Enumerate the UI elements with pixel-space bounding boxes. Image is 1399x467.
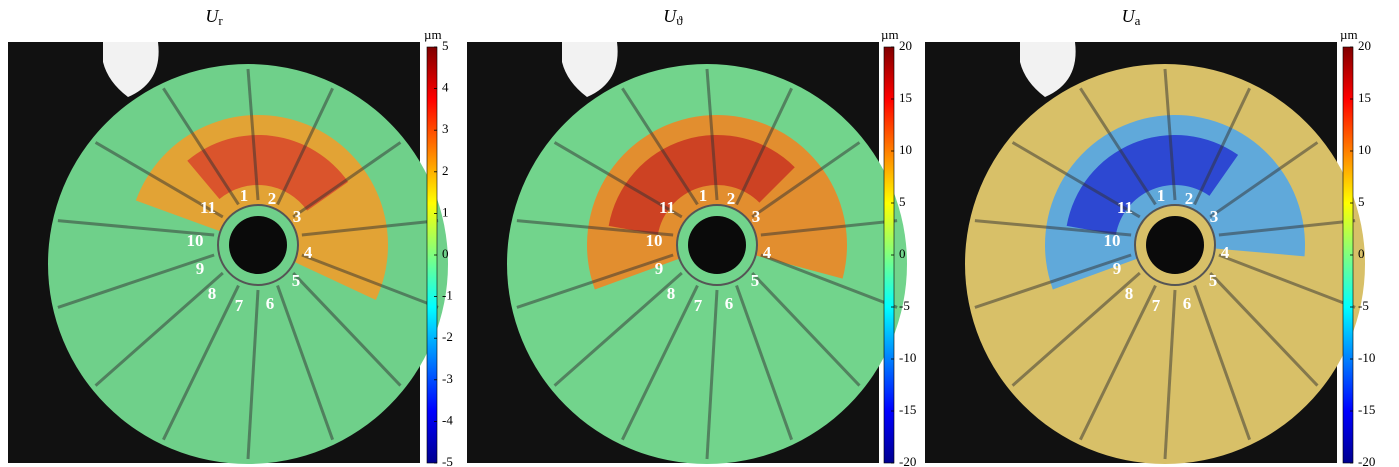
colorbar-tick-label: -15 <box>1358 402 1375 417</box>
colorbar-tick-label: 15 <box>1358 90 1371 105</box>
segment-label: 10 <box>1104 231 1121 250</box>
segment-label: 11 <box>200 198 216 217</box>
hub-hole <box>688 216 746 274</box>
colorbar-tick-label: 10 <box>899 142 912 157</box>
colorbar-tick-label: 0 <box>1358 246 1365 261</box>
title-subscript: a <box>1135 13 1141 28</box>
colorbar-unit: µm <box>424 27 442 42</box>
segment-label: 10 <box>646 231 663 250</box>
colorbar-tick-label: 4 <box>442 80 449 95</box>
colorbar-tick-label: -15 <box>899 402 916 417</box>
figure: 1234567891011Urµm543210-1-2-3-4-51234567… <box>0 0 1399 467</box>
panel-title: Ua <box>1122 6 1141 28</box>
colorbar-tick-label: -10 <box>1358 350 1375 365</box>
segment-label: 6 <box>725 294 734 313</box>
panel: 1234567891011 <box>467 42 907 464</box>
title-symbol: U <box>663 6 677 26</box>
segment-label: 3 <box>752 207 761 226</box>
colorbar-tick-label: 3 <box>442 121 449 136</box>
colorbar-tick-label: -5 <box>442 454 453 467</box>
panel-title: Uϑ <box>663 6 683 28</box>
page: 1234567891011Urµm543210-1-2-3-4-51234567… <box>0 0 1399 467</box>
colorbar-unit: µm <box>1340 27 1358 42</box>
segment-label: 8 <box>208 284 217 303</box>
title-subscript: ϑ <box>676 13 683 28</box>
colorbar-tick-label: -5 <box>899 298 910 313</box>
colorbar-tick-label: -1 <box>442 288 453 303</box>
segment-label: 7 <box>694 296 703 315</box>
colorbar-tick-label: -20 <box>899 454 916 467</box>
segment-label: 5 <box>292 271 301 290</box>
colorbar-tick-label: 20 <box>899 38 912 53</box>
segment-label: 3 <box>1210 207 1219 226</box>
segment-label: 10 <box>187 231 204 250</box>
colorbar-tick-label: 0 <box>899 246 906 261</box>
segment-label: 3 <box>293 207 302 226</box>
segment-label: 8 <box>1125 284 1134 303</box>
colorbar-tick-label: 2 <box>442 163 449 178</box>
segment-label: 4 <box>304 243 313 262</box>
colorbar-tick-label: -20 <box>1358 454 1375 467</box>
segment-label: 1 <box>240 186 249 205</box>
segment-label: 2 <box>1185 189 1194 208</box>
segment-label: 9 <box>655 259 664 278</box>
segment-label: 2 <box>268 189 277 208</box>
colorbar-tick-label: -2 <box>442 329 453 344</box>
segment-label: 7 <box>235 296 244 315</box>
segment-label: 1 <box>699 186 708 205</box>
colorbar-tick-label: -3 <box>442 371 453 386</box>
colorbar-tick-label: -10 <box>899 350 916 365</box>
segment-label: 4 <box>1221 243 1230 262</box>
title-symbol: U <box>1122 6 1136 26</box>
colorbar-tick-label: 1 <box>442 204 449 219</box>
colorbar-tick-label: -5 <box>1358 298 1369 313</box>
segment-label: 1 <box>1157 186 1166 205</box>
colorbar-tick-label: 0 <box>442 246 449 261</box>
colorbar-tick-label: 15 <box>899 90 912 105</box>
segment-label: 8 <box>667 284 676 303</box>
segment-label: 9 <box>196 259 205 278</box>
colorbar-tick-label: 5 <box>1358 194 1365 209</box>
colorbar-tick-label: -4 <box>442 412 453 427</box>
title-symbol: U <box>205 6 219 26</box>
hub-hole <box>1146 216 1204 274</box>
title-subscript: r <box>218 13 223 28</box>
colorbar-tick-label: 10 <box>1358 142 1371 157</box>
segment-label: 9 <box>1113 259 1122 278</box>
colorbar-tick-label: 20 <box>1358 38 1371 53</box>
hub-hole <box>229 216 287 274</box>
segment-label: 5 <box>1209 271 1218 290</box>
panel-title: Ur <box>205 6 223 28</box>
segment-label: 11 <box>1117 198 1133 217</box>
segment-label: 2 <box>727 189 736 208</box>
colorbar-unit: µm <box>881 27 899 42</box>
segment-label: 6 <box>1183 294 1192 313</box>
segment-label: 11 <box>659 198 675 217</box>
segment-label: 6 <box>266 294 275 313</box>
segment-label: 4 <box>763 243 772 262</box>
segment-label: 5 <box>751 271 760 290</box>
colorbar-tick-label: 5 <box>442 38 449 53</box>
colorbar-tick-label: 5 <box>899 194 906 209</box>
segment-label: 7 <box>1152 296 1161 315</box>
